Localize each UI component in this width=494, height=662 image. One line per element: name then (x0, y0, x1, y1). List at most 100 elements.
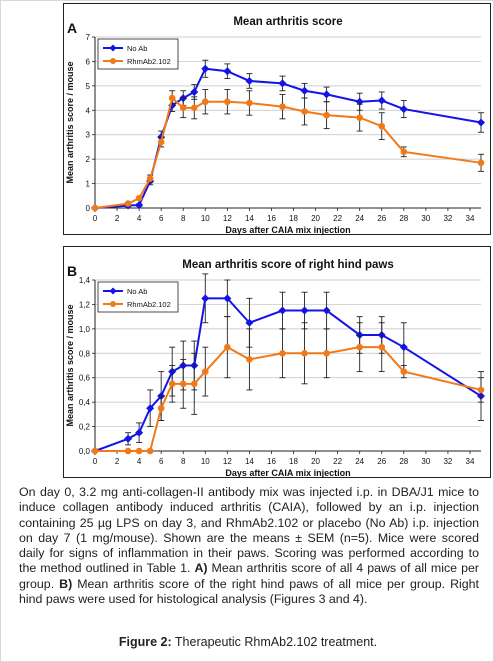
series-rhmab-point (400, 368, 408, 375)
y-tick-label: 5 (86, 82, 91, 91)
series-no-ab-point (190, 87, 199, 96)
series-no-ab-point (300, 306, 309, 315)
y-tick-label: 2 (86, 155, 91, 164)
y-tick-label: 1,0 (79, 325, 91, 334)
series-rhmab-point (168, 380, 176, 388)
series-rhmab-point (400, 148, 408, 156)
x-tick-label: 30 (421, 214, 430, 223)
chart-panel-a: A Mean arthritis score 0 1 2 3 4 5 6 7 0 2 4 6 8 10 12 14… (63, 3, 491, 235)
x-tick-label: 10 (201, 214, 210, 223)
series-rhmab-point (356, 343, 363, 351)
x-tick-label: 0 (93, 214, 98, 223)
x-tick-label: 12 (223, 457, 232, 466)
series-no-ab-point (322, 90, 331, 99)
y-tick-label: 4 (86, 106, 91, 115)
legend-no-ab-marker (109, 44, 117, 52)
x-tick-label: 8 (181, 214, 186, 223)
series-rhmab-point (135, 447, 143, 455)
x-tick-label: 34 (466, 457, 475, 466)
legend-box (97, 281, 179, 313)
series-rhmab-point (179, 104, 187, 112)
series-rhmab-point (224, 98, 231, 106)
series-rhmab-point (201, 98, 209, 106)
x-tick-label: 32 (443, 214, 452, 223)
x-tick-label: 14 (245, 214, 254, 223)
legend-rhmab-marker (110, 58, 116, 64)
x-tick-label: 12 (223, 214, 232, 223)
x-tick-label: 18 (289, 214, 298, 223)
series-no-ab-point (124, 434, 133, 443)
series-rhmab-point (477, 159, 485, 167)
series-rhmab-point (301, 349, 308, 357)
x-tick-label: 34 (466, 214, 475, 223)
y-tick-label: 0 (86, 204, 91, 213)
figure-title-text: Therapeutic RhmAb2.102 treatment. (171, 635, 378, 649)
y-tick-label: 0,0 (79, 447, 91, 456)
series-no-ab-point (223, 294, 232, 303)
series-no-ab-point (245, 76, 254, 85)
y-tick-label: 0,2 (79, 423, 91, 432)
x-tick-label: 2 (115, 457, 120, 466)
x-tick-label: 2 (115, 214, 120, 223)
series-no-ab-point (201, 64, 210, 73)
series-rhmab-point (190, 380, 198, 388)
series-no-ab-point (477, 118, 485, 127)
y-tick-label: 7 (86, 33, 91, 42)
figure-number: Figure 2: (118, 635, 172, 649)
y-axis-label: Mean arthritis score / mouse (65, 61, 75, 183)
caption-part-3: Mean arthritis score of the right hind p… (19, 576, 480, 607)
legend-no-ab-marker (109, 287, 117, 295)
chart-border (63, 3, 491, 235)
x-tick-label: 4 (137, 214, 142, 223)
series-no-ab-point (201, 294, 210, 303)
series-rhmab-point (279, 349, 286, 357)
x-axis-label: Days after CAIA mix injection (225, 225, 350, 235)
series-rhmab-point (146, 447, 154, 455)
figure-caption: On day 0, 3.2 mg anti-collagen-II antibo… (19, 485, 479, 607)
series-no-ab-point (278, 79, 287, 88)
legend-rhmab-marker (110, 301, 116, 307)
y-axis-label: Mean arthritis score / mouse (65, 304, 75, 426)
chart-panel-b: B Mean arthritis score of right hind paws… (63, 246, 491, 478)
chart-title: Mean arthritis score of right hind paws (182, 259, 394, 271)
series-rhmab-point (157, 138, 165, 146)
legend-rhmab-label: RhmAb2.102 (127, 300, 171, 309)
x-tick-label: 30 (421, 457, 430, 466)
series-no-ab-point (135, 201, 144, 210)
x-tick-label: 28 (399, 457, 408, 466)
series-no-ab-point (278, 306, 287, 315)
series-rhmab-point (323, 349, 330, 357)
y-tick-label: 1,2 (79, 300, 91, 309)
series-rhmab-point (279, 103, 286, 110)
caption-a-label: A) (194, 561, 208, 576)
series-no-ab-point (377, 96, 386, 105)
series-rhmab-point (91, 204, 99, 212)
caption-part-2: Mean arthritis score of all 4 paws of al… (19, 561, 479, 591)
x-tick-label: 6 (159, 457, 164, 466)
y-tick-label: 0,4 (79, 398, 91, 407)
x-tick-label: 6 (159, 214, 164, 223)
y-tick-label: 1,4 (79, 276, 91, 285)
x-tick-label: 26 (377, 457, 386, 466)
y-tick-label: 0,8 (79, 349, 91, 358)
series-rhmab-point (91, 447, 99, 455)
legend-no-ab-label: No Ab (127, 287, 147, 296)
x-tick-label: 14 (245, 457, 254, 466)
series-rhmab-point (190, 104, 198, 112)
y-tick-label: 6 (86, 57, 91, 66)
legend-no-ab-label: No Ab (127, 44, 147, 53)
series-rhmab-point (246, 356, 253, 363)
series-rhmab-point (124, 447, 132, 455)
x-tick-label: 28 (399, 214, 408, 223)
panel-letter: A (67, 20, 77, 36)
series-rhmab-point (224, 343, 231, 351)
y-tick-label: 3 (86, 131, 91, 140)
x-tick-label: 16 (267, 214, 276, 223)
series-rhmab-point (157, 404, 165, 412)
series-rhmab-point (323, 111, 330, 119)
x-tick-label: 32 (443, 457, 452, 466)
chart-b-svg: B Mean arthritis score of right hind paws… (63, 246, 491, 478)
x-tick-label: 10 (201, 457, 210, 466)
